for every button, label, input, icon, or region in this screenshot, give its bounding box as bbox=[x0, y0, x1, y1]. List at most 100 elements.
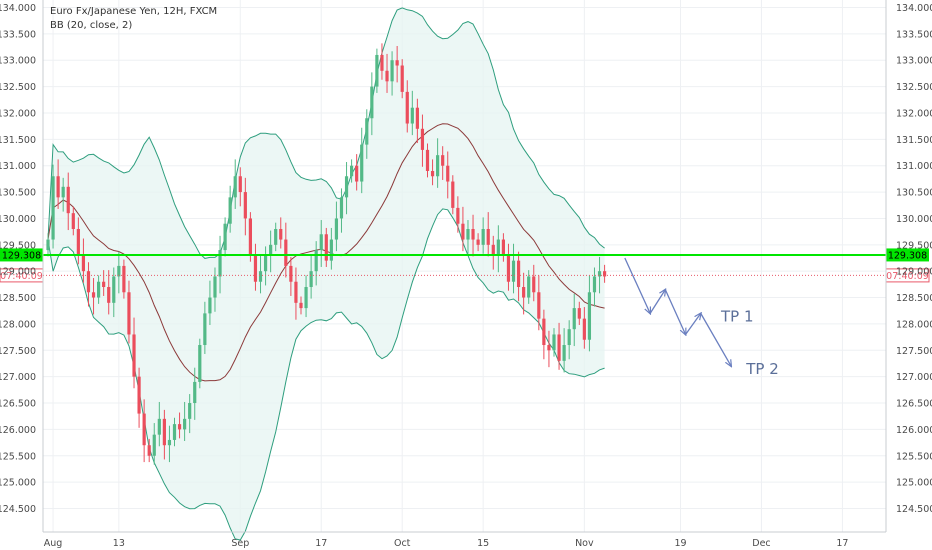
candle-body bbox=[486, 228, 490, 245]
x-tick-label: 19 bbox=[674, 538, 686, 549]
bollinger-bands bbox=[47, 7, 605, 541]
upper-band-line bbox=[47, 7, 605, 259]
y-tick-label-right: 127.000 bbox=[896, 372, 932, 383]
projection-arrow bbox=[700, 313, 731, 366]
candle-body bbox=[274, 228, 278, 245]
legend-indicator: BB (20, close, 2) bbox=[50, 20, 132, 31]
y-tick-label-left: 131.500 bbox=[0, 135, 36, 146]
y-tick-label-right: 126.500 bbox=[896, 399, 932, 410]
candle-body bbox=[142, 413, 146, 446]
candle-body bbox=[76, 228, 80, 256]
candle-body bbox=[299, 302, 303, 309]
candle-body bbox=[532, 276, 536, 293]
y-tick-label-right: 128.500 bbox=[896, 293, 932, 304]
candle-body bbox=[350, 165, 354, 177]
y-tick-label-right: 125.000 bbox=[896, 478, 932, 489]
candle-body bbox=[461, 223, 465, 240]
y-tick-label-right: 124.500 bbox=[896, 504, 932, 515]
candle-body bbox=[233, 176, 237, 198]
candle-body bbox=[511, 260, 516, 282]
candle-body bbox=[238, 176, 242, 193]
candle-body bbox=[441, 155, 445, 166]
candle-body bbox=[304, 287, 308, 309]
y-tick-label-right: 127.500 bbox=[896, 346, 932, 357]
y-tick-label-right: 129.500 bbox=[896, 240, 932, 251]
candle-body bbox=[107, 287, 111, 303]
candle-body bbox=[289, 265, 293, 282]
candle-body bbox=[471, 228, 475, 240]
candle-body bbox=[334, 218, 339, 240]
candle-body bbox=[137, 376, 141, 414]
candle-body bbox=[177, 424, 182, 430]
candle-body bbox=[587, 292, 592, 340]
candle-body bbox=[360, 144, 364, 182]
candle-body bbox=[577, 308, 581, 319]
candle-body bbox=[491, 244, 495, 256]
candle-body bbox=[112, 276, 116, 303]
candle-body bbox=[582, 318, 586, 340]
y-tick-label-right: 133.000 bbox=[896, 56, 932, 67]
candle-body bbox=[405, 91, 409, 124]
candle-body bbox=[172, 424, 177, 440]
annotation-tp-1: TP 1 bbox=[720, 307, 754, 325]
candle-body bbox=[132, 334, 136, 377]
candle-body bbox=[506, 255, 511, 282]
candle-body bbox=[183, 418, 187, 430]
candle-body bbox=[522, 287, 526, 298]
candle-body bbox=[516, 260, 521, 288]
candle-body bbox=[263, 255, 268, 272]
candle-body bbox=[56, 176, 60, 198]
candle-body bbox=[395, 60, 399, 66]
y-tick-label-right: 128.000 bbox=[896, 319, 932, 330]
candle-body bbox=[218, 250, 222, 277]
y-tick-label-left: 133.500 bbox=[0, 29, 36, 40]
y-tick-label-left: 129.500 bbox=[0, 240, 36, 251]
lower-band-line bbox=[47, 208, 605, 541]
candle-body bbox=[46, 239, 50, 251]
candle-body bbox=[97, 281, 101, 298]
annotation-tp-2: TP 2 bbox=[745, 360, 779, 378]
candle-body bbox=[496, 239, 500, 256]
level-badge-left bbox=[0, 248, 43, 262]
y-tick-label-left: 124.500 bbox=[0, 504, 36, 515]
candle-body bbox=[279, 228, 283, 240]
candle-body bbox=[284, 239, 288, 266]
candle-body bbox=[370, 86, 374, 119]
candle-body bbox=[329, 239, 333, 261]
candle-body bbox=[61, 186, 65, 198]
candle-body bbox=[410, 107, 414, 124]
candle-body bbox=[91, 292, 96, 298]
candle-body bbox=[542, 318, 546, 346]
candle-body bbox=[557, 334, 561, 361]
candle-body bbox=[344, 176, 349, 198]
candle-body bbox=[355, 165, 359, 182]
candle-body bbox=[208, 297, 212, 314]
y-tick-label-left: 132.500 bbox=[0, 82, 36, 93]
price-lines: 129.308 129.308 07:40:09 07:40:09 bbox=[0, 248, 930, 283]
y-tick-label-right: 132.500 bbox=[896, 82, 932, 93]
x-tick-label: Sep bbox=[231, 538, 249, 549]
candle-body bbox=[152, 434, 156, 456]
candle-body bbox=[562, 345, 566, 361]
candle-body bbox=[243, 192, 247, 219]
y-tick-label-right: 131.500 bbox=[896, 135, 932, 146]
candle-body bbox=[127, 292, 131, 335]
y-tick-label-right: 126.000 bbox=[896, 425, 932, 436]
candle-body bbox=[425, 149, 430, 171]
level-badge-right bbox=[886, 248, 929, 262]
band-fill bbox=[48, 7, 605, 540]
candle-body bbox=[228, 197, 232, 224]
x-tick-label: Dec bbox=[752, 538, 770, 549]
level-badge-label-right: 129.308 bbox=[888, 250, 927, 261]
candle-body bbox=[309, 271, 313, 288]
candle-body bbox=[451, 181, 455, 208]
candle-body bbox=[390, 60, 394, 82]
y-tick-label-left: 130.000 bbox=[0, 214, 36, 225]
legend: Euro Fx/Japanese Yen, 12H, FXCM BB (20, … bbox=[50, 6, 217, 31]
candle-body bbox=[572, 308, 576, 330]
candle-body bbox=[527, 276, 531, 298]
candle-body bbox=[167, 439, 172, 446]
candle-body bbox=[324, 234, 328, 261]
